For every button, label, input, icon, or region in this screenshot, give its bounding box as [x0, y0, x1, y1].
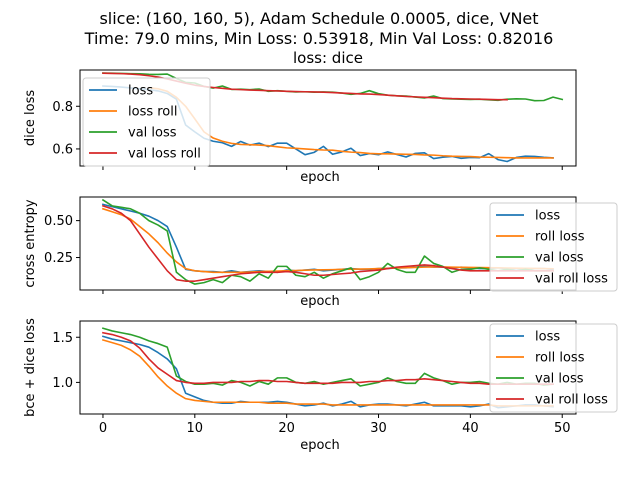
y-axis-label: cross entropy [23, 199, 38, 287]
subplot-1: loss: dice 0.6 0.8 epoch dice loss loss loss r… [23, 49, 577, 185]
axes-title: loss: dice [293, 49, 363, 67]
legend-label-1: loss [535, 209, 560, 224]
legend-label-4: val roll loss [535, 393, 608, 408]
legend-frame [82, 77, 211, 167]
series-line-3 [101, 198, 554, 285]
x-tick-label: 30 [370, 421, 387, 436]
y-tick-label: 0.50 [44, 214, 73, 229]
series-line-2 [101, 338, 554, 407]
legend: loss roll loss val loss val roll loss [489, 323, 618, 413]
series-group [101, 327, 554, 409]
legend-label-1: loss [128, 84, 153, 99]
legend-label-2: loss roll [128, 105, 177, 120]
y-axis-label: dice loss [23, 90, 38, 146]
subplot-3: 0 10 20 30 40 50 1.0 1.5 epoch bce + dice loss los… [23, 318, 618, 453]
series-line-4 [101, 204, 554, 282]
x-tick-label: 50 [554, 421, 571, 436]
y-tick-label: 0.8 [52, 100, 73, 115]
series-group [101, 198, 554, 285]
legend-frame [489, 202, 618, 292]
legend-label-3: val loss [128, 126, 177, 141]
subplot-2: 0.25 0.50 epoch cross entropy loss roll loss v… [23, 196, 618, 309]
legend-label-4: val roll loss [535, 272, 608, 287]
series-line-4 [102, 331, 554, 386]
legend-label-1: loss [535, 330, 560, 345]
y-tick-label: 0.25 [44, 251, 73, 266]
x-tick-label: 0 [99, 421, 107, 436]
x-axis-label: epoch [300, 438, 340, 453]
suptitle-line-1: slice: (160, 160, 5), Adam Schedule 0.00… [99, 9, 538, 28]
axes-frame [79, 69, 577, 167]
legend: loss roll loss val loss val roll loss [489, 202, 618, 292]
legend-label-3: val loss [535, 372, 584, 387]
x-axis-label: epoch [300, 170, 340, 185]
series-line-2 [148, 86, 554, 159]
suptitle-line-2: Time: 79.0 mins, Min Loss: 0.53918, Min … [84, 29, 554, 48]
x-axis-label: epoch [300, 294, 340, 309]
y-tick-label: 1.5 [52, 331, 73, 346]
legend-label-3: val loss [535, 251, 584, 266]
axes-container: loss: dice 0.6 0.8 epoch dice loss loss loss r… [23, 49, 618, 453]
x-tick-label: 40 [462, 421, 479, 436]
y-axis-label: bce + dice loss [23, 318, 38, 417]
x-tick-label: 10 [187, 421, 204, 436]
legend-label-4: val loss roll [128, 147, 201, 162]
legend-label-2: roll loss [535, 230, 585, 245]
legend-frame [489, 323, 618, 413]
x-tick-label: 20 [278, 421, 295, 436]
y-tick-label: 1.0 [52, 376, 73, 391]
y-tick-label: 0.6 [52, 142, 73, 157]
legend: loss loss roll val loss val loss roll [82, 77, 211, 167]
legend-label-2: roll loss [535, 351, 585, 366]
